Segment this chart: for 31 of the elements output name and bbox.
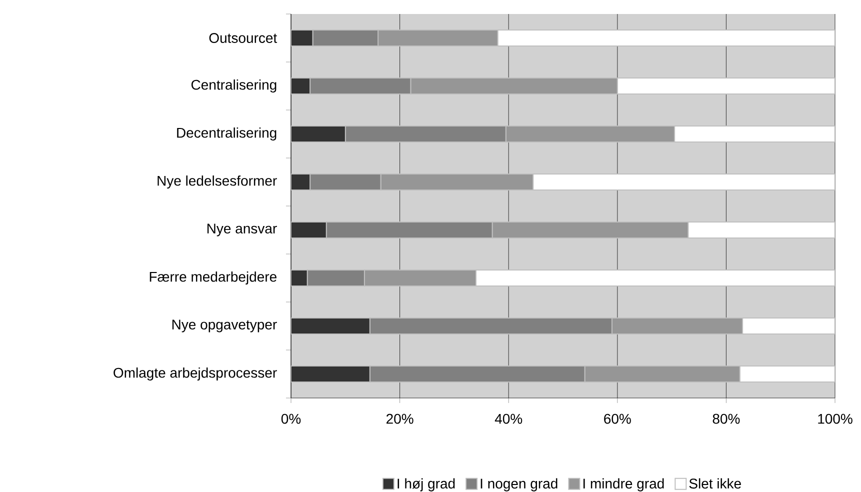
bar	[291, 30, 314, 46]
y-tick-label: Outsourcet	[209, 33, 278, 43]
bar	[674, 126, 836, 143]
bar	[742, 318, 836, 335]
x-tick-label: 0%	[281, 414, 301, 424]
y-tick-label: Nye ansvar	[207, 224, 277, 236]
y-tick-label: Omlagte arbejdsprocesser	[114, 367, 277, 381]
x-tick-label: 100%	[818, 414, 852, 424]
legend-label: I høj grad	[398, 478, 455, 492]
x-tick-label: 80%	[712, 414, 740, 424]
bar	[688, 222, 836, 239]
bar	[475, 270, 836, 287]
y-tick-label: Nye opgavetyper	[172, 320, 277, 332]
x-tick-label: 20%	[386, 414, 414, 424]
bar	[497, 30, 836, 46]
y-tick-label: Nye ledelsesformer	[158, 175, 277, 189]
bar	[291, 126, 346, 143]
bar	[616, 78, 836, 95]
legend-label: I nogen grad	[480, 478, 558, 492]
y-tick-label: Færre medarbejdere	[150, 271, 276, 285]
legend-label: I mindre grad	[583, 478, 664, 492]
bar	[291, 318, 370, 335]
x-tick-label: 40%	[494, 414, 522, 424]
bar	[532, 174, 836, 191]
bar	[291, 366, 370, 383]
y-tick-label: Centralisering	[191, 79, 276, 93]
bar	[739, 366, 836, 383]
x-tick-label: 60%	[604, 414, 631, 424]
y-tick-label: Decentralisering	[177, 127, 276, 141]
legend-label: Slet ikke	[689, 478, 741, 489]
bar	[291, 222, 327, 239]
